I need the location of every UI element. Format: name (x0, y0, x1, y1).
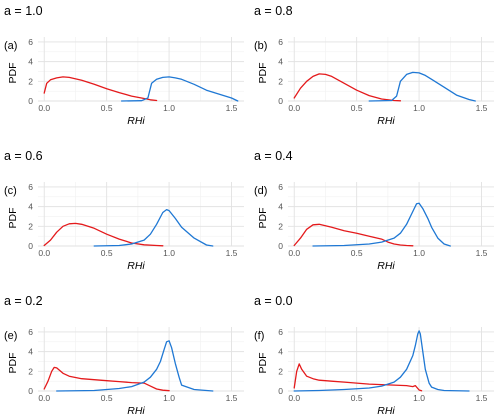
x-tick-label: 1.5 (226, 393, 238, 403)
panel-e: 0.0 0.5 1.0 1.5 0 2 4 6 RHi PDF (e) a = 0.2 (4, 294, 244, 417)
grid (38, 327, 244, 392)
y-tick-label: 2 (278, 221, 283, 231)
x-tick-label: 0.0 (38, 103, 50, 113)
panel-a: 0.0 0.5 1.0 1.5 0 2 4 6 RHi PDF (a) a = 1.0 (4, 4, 244, 127)
y-tick-label: 4 (278, 57, 283, 67)
y-tick-label: 6 (278, 37, 283, 47)
x-tick-label: 1.5 (476, 393, 488, 403)
y-tick-label: 6 (278, 182, 283, 192)
y-tick-label: 2 (28, 366, 33, 376)
x-tick-label: 1.5 (226, 248, 238, 258)
y-tick-label: 6 (28, 182, 33, 192)
panel-tag: (a) (4, 40, 17, 52)
y-tick-label: 4 (28, 202, 33, 212)
grid (288, 37, 494, 102)
x-axis-title: RHi (127, 260, 145, 272)
x-tick-label: 1.0 (413, 248, 425, 258)
panel-f: 0.0 0.5 1.0 1.5 0 2 4 6 RHi PDF (f) a = 0.0 (254, 294, 494, 417)
y-tick-label: 0 (278, 96, 283, 106)
x-tick-label: 0.5 (351, 248, 363, 258)
x-tick-label: 0.5 (101, 248, 113, 258)
grid (288, 182, 494, 247)
y-axis-title: PDF (257, 353, 269, 374)
panel-title: a = 1.0 (4, 4, 43, 18)
series-line-2 (120, 76, 239, 102)
x-axis-title: RHi (127, 115, 145, 127)
x-tick-label: 1.5 (476, 103, 488, 113)
x-tick-label: 1.5 (476, 248, 488, 258)
y-tick-label: 0 (28, 241, 33, 251)
x-tick-label: 0.0 (288, 103, 300, 113)
x-tick-label: 1.0 (413, 393, 425, 403)
panel-d: 0.0 0.5 1.0 1.5 0 2 4 6 RHi PDF (d) a = 0.4 (254, 149, 494, 272)
grid (288, 327, 494, 392)
y-axis-title: PDF (7, 353, 19, 374)
x-tick-label: 1.0 (163, 103, 175, 113)
x-axis-title: RHi (127, 405, 145, 417)
y-tick-label: 2 (28, 221, 33, 231)
series-line-1 (293, 73, 402, 102)
series-line-1 (43, 366, 170, 392)
y-axis-title: PDF (7, 63, 19, 84)
panel-title: a = 0.0 (254, 294, 293, 308)
y-tick-label: 6 (28, 327, 33, 337)
y-tick-label: 0 (278, 386, 283, 396)
y-tick-label: 4 (28, 347, 33, 357)
y-tick-label: 4 (28, 57, 33, 67)
panel-tag: (e) (4, 330, 17, 342)
x-tick-label: 1.0 (413, 103, 425, 113)
series-line-1 (43, 76, 158, 102)
series-line-2 (312, 202, 451, 247)
series-line-1 (293, 363, 423, 392)
y-axis-title: PDF (257, 208, 269, 229)
x-axis-title: RHi (377, 405, 395, 417)
y-tick-label: 2 (278, 366, 283, 376)
series-line-2 (93, 208, 214, 247)
y-tick-label: 4 (278, 347, 283, 357)
y-tick-label: 2 (28, 76, 33, 86)
series-line-1 (43, 222, 164, 247)
panel-tag: (c) (4, 185, 17, 197)
y-tick-label: 0 (28, 386, 33, 396)
x-tick-label: 0.0 (288, 393, 300, 403)
y-tick-label: 0 (28, 96, 33, 106)
y-tick-label: 4 (278, 202, 283, 212)
x-tick-label: 0.5 (101, 103, 113, 113)
panel-b: 0.0 0.5 1.0 1.5 0 2 4 6 RHi PDF (b) a = 0.8 (254, 4, 494, 127)
y-tick-label: 6 (28, 37, 33, 47)
y-tick-label: 2 (278, 76, 283, 86)
series-line-2 (293, 330, 470, 392)
grid (38, 37, 244, 102)
y-tick-label: 0 (278, 241, 283, 251)
x-tick-label: 1.0 (163, 393, 175, 403)
x-tick-label: 0.5 (351, 103, 363, 113)
x-axis-title: RHi (377, 115, 395, 127)
x-tick-label: 0.0 (288, 248, 300, 258)
x-tick-label: 1.0 (163, 248, 175, 258)
x-tick-label: 1.5 (226, 103, 238, 113)
x-tick-label: 0.0 (38, 393, 50, 403)
x-tick-label: 0.0 (38, 248, 50, 258)
series-line-2 (368, 71, 476, 102)
y-axis-title: PDF (7, 208, 19, 229)
panel-tag: (f) (254, 330, 264, 342)
panel-tag: (d) (254, 185, 267, 197)
series-line-2 (56, 340, 214, 392)
panel-title: a = 0.2 (4, 294, 43, 308)
panel-title: a = 0.6 (4, 149, 43, 163)
x-tick-label: 0.5 (351, 393, 363, 403)
x-axis-title: RHi (377, 260, 395, 272)
y-axis-title: PDF (257, 63, 269, 84)
panel-title: a = 0.4 (254, 149, 293, 163)
series-line-1 (293, 223, 414, 247)
y-tick-label: 6 (278, 327, 283, 337)
x-tick-label: 0.5 (101, 393, 113, 403)
panel-title: a = 0.8 (254, 4, 293, 18)
grid (38, 182, 244, 247)
panel-tag: (b) (254, 40, 267, 52)
panel-c: 0.0 0.5 1.0 1.5 0 2 4 6 RHi PDF (c) a = 0.6 (4, 149, 244, 272)
